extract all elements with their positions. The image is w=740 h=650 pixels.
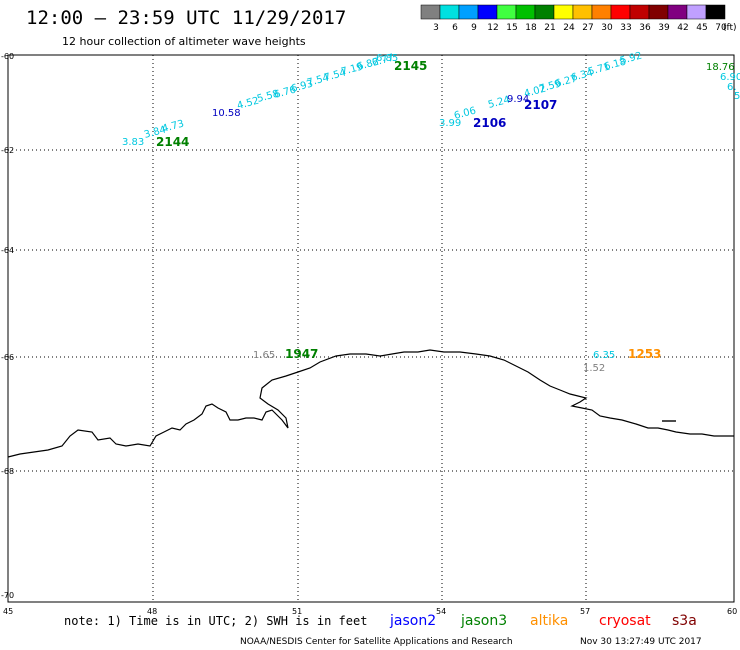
satellite-s3a: s3a <box>672 613 697 629</box>
longitude-labels: 45 48 51 54 57 60 <box>3 607 737 616</box>
latitude-labels: -60 -62 -64 -66 -68 -70 <box>1 52 14 600</box>
legend-value: 15 <box>506 23 517 33</box>
satellite-altika: altika <box>530 613 568 629</box>
lat-label: -60 <box>1 52 14 61</box>
legend-value: 30 <box>601 23 613 33</box>
map-title: 12:00 — 23:59 UTC 11/29/2017 <box>26 7 346 29</box>
wave-height-label: 4.73 <box>161 119 185 135</box>
map-frame <box>7 54 735 603</box>
graticule <box>8 55 734 602</box>
legend-value: 6 <box>452 23 458 33</box>
legend-value: 12 <box>487 23 498 33</box>
satellite-jason3: jason3 <box>460 613 507 629</box>
footer-note: note: 1) Time is in UTC; 2) SWH is in fe… <box>64 614 367 628</box>
legend-swatch <box>534 4 555 20</box>
wave-height-label: 6.90 <box>720 72 740 83</box>
pass-time-label: 1253 <box>628 347 661 361</box>
legend-value: 36 <box>639 23 651 33</box>
satellite-jason2: jason2 <box>389 613 436 629</box>
legend-value: 39 <box>658 23 670 33</box>
legend-value: 24 <box>563 23 575 33</box>
legend-value: 9 <box>471 23 477 33</box>
lon-label: 54 <box>436 607 446 616</box>
lon-label: 45 <box>3 607 13 616</box>
lon-label: 48 <box>147 607 157 616</box>
wave-height-label: 9.94 <box>507 94 529 105</box>
lat-label: -64 <box>1 246 14 255</box>
wave-height-label: 1.65 <box>253 350 275 361</box>
legend-swatch <box>496 4 517 20</box>
satellite-legend: jason2 jason3 altika cryosat s3a <box>389 613 697 629</box>
legend-unit: (ft) <box>723 23 737 33</box>
pass-time-label: 2145 <box>394 59 427 73</box>
pass-time-label: 2106 <box>473 116 506 130</box>
legend-value: 70 <box>715 23 727 33</box>
credit-line: NOAA/NESDIS Center for Satellite Applica… <box>240 637 513 647</box>
lat-label: -62 <box>1 146 14 155</box>
legend-value: 21 <box>544 23 555 33</box>
legend-value: 45 <box>696 23 707 33</box>
legend-swatch <box>420 4 441 20</box>
legend-swatch <box>515 4 536 20</box>
wave-height-label: 5 <box>734 91 740 102</box>
legend-value: 33 <box>620 23 631 33</box>
wave-height-label: 6.35 <box>593 350 615 361</box>
legend-swatch <box>629 4 650 20</box>
wave-height-legend: 3 6 9 12 15 18 21 24 27 30 33 36 39 42 45 70(ft) <box>420 4 737 33</box>
lat-label: -66 <box>1 353 14 362</box>
wave-height-label: 10.58 <box>212 108 241 119</box>
satellite-cryosat: cryosat <box>599 613 651 629</box>
lon-label: 57 <box>580 607 590 616</box>
pass-time-label: 2144 <box>156 135 189 149</box>
legend-value: 27 <box>582 23 593 33</box>
lat-label: -68 <box>1 467 14 476</box>
wave-height-label: 6.85 <box>376 53 398 64</box>
legend-swatch <box>458 4 479 20</box>
observation-labels: 3.833.844.73214410.584.525.586.766.937.5… <box>122 51 740 374</box>
lat-label: -70 <box>1 591 14 600</box>
timestamp: Nov 30 13:27:49 UTC 2017 <box>580 637 702 647</box>
legend-swatch <box>686 4 707 20</box>
legend-swatch <box>439 4 460 20</box>
wave-height-label: 3.99 <box>439 118 461 129</box>
legend-value: 3 <box>433 23 439 33</box>
legend-swatch <box>667 4 688 20</box>
pass-time-label: 2107 <box>524 98 557 112</box>
legend-swatch <box>553 4 574 20</box>
legend-swatch <box>705 4 726 20</box>
wave-height-label: 3.83 <box>122 137 144 148</box>
wave-height-label: 1.52 <box>583 363 605 374</box>
wave-height-label: 18.76 <box>706 62 735 73</box>
wave-height-label: 5.92 <box>619 51 643 67</box>
legend-swatch <box>477 4 498 20</box>
lon-label: 60 <box>727 607 737 616</box>
map-subtitle: 12 hour collection of altimeter wave hei… <box>62 35 306 48</box>
legend-swatch <box>610 4 631 20</box>
legend-swatch <box>648 4 669 20</box>
lon-label: 51 <box>292 607 302 616</box>
legend-swatch <box>572 4 593 20</box>
pass-time-label: 1947 <box>285 347 318 361</box>
legend-value: 18 <box>525 23 537 33</box>
coastline <box>7 349 734 458</box>
wave-height-label: 6. <box>727 82 737 93</box>
legend-swatch <box>591 4 612 20</box>
legend-value: 42 <box>677 23 688 33</box>
